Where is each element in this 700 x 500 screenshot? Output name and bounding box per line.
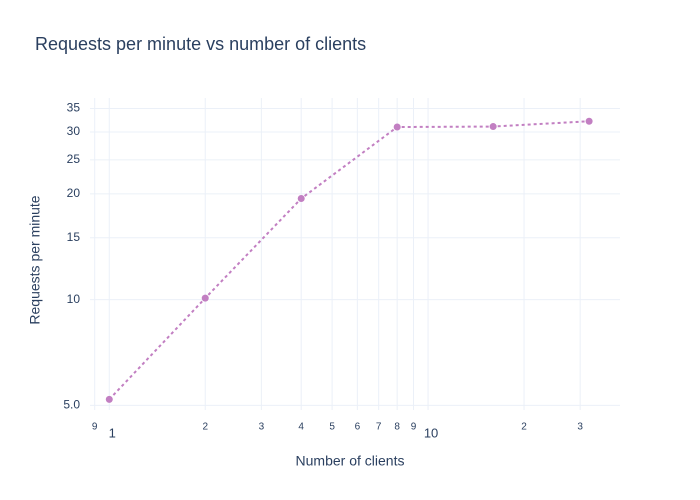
data-point xyxy=(297,195,305,203)
x-tick-label: 3 xyxy=(577,422,583,433)
x-tick-label: 5 xyxy=(329,422,335,433)
data-point xyxy=(105,395,113,403)
y-tick-label: 35 xyxy=(67,101,81,115)
y-tick-label: 25 xyxy=(67,152,81,166)
x-tick-label: 4 xyxy=(298,422,304,433)
chart-title: Requests per minute vs number of clients xyxy=(35,34,366,54)
y-tick-label: 15 xyxy=(67,230,81,244)
y-tick-label: 10 xyxy=(67,292,81,306)
y-tick-label: 20 xyxy=(67,186,81,200)
series-line xyxy=(108,120,590,401)
x-tick-label: 3 xyxy=(259,422,265,433)
x-tick-label: 9 xyxy=(411,422,417,433)
data-point xyxy=(201,294,209,302)
y-axis-label: Requests per minute xyxy=(27,195,43,324)
y-tick-label: 30 xyxy=(67,124,81,138)
x-tick-label: 9 xyxy=(92,422,98,433)
x-tick-label: 8 xyxy=(394,422,400,433)
x-tick-label: 7 xyxy=(376,422,382,433)
data-point xyxy=(393,123,401,131)
y-tick-label: 5.0 xyxy=(63,398,80,412)
x-tick-label: 2 xyxy=(521,422,527,433)
x-axis-label: Number of clients xyxy=(296,453,405,469)
x-tick-label: 1 xyxy=(109,425,116,440)
data-point xyxy=(585,117,593,125)
data-point xyxy=(489,123,497,131)
x-tick-label: 6 xyxy=(355,422,361,433)
x-tick-label: 10 xyxy=(424,425,438,440)
x-tick-label: 2 xyxy=(202,422,208,433)
